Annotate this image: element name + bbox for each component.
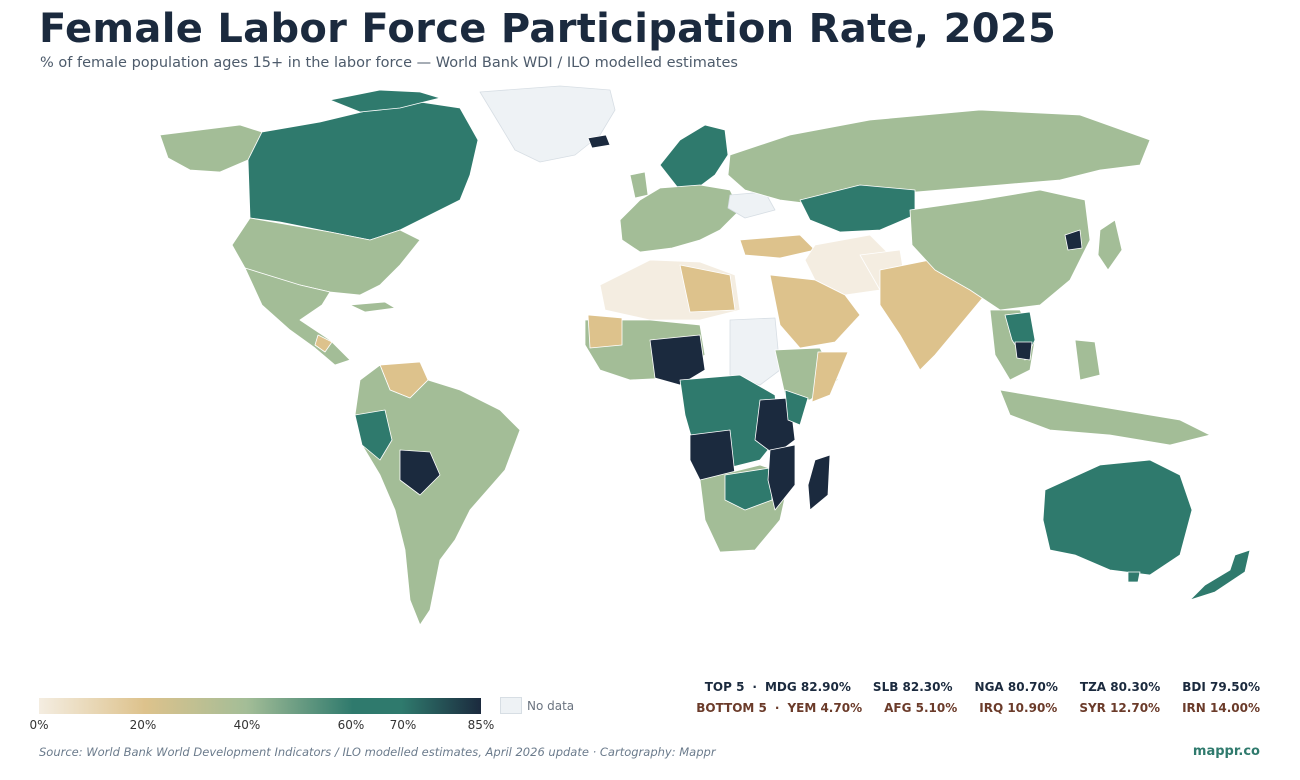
region-iceland: [587, 134, 611, 149]
region-uk: [629, 171, 649, 199]
top-5-ranking: TOP 5 · MDG 82.90% SLB 82.30% NGA 80.70% TZA…: [704, 680, 1260, 694]
top-value: 82.30%: [898, 680, 953, 694]
region-cambodia: [1014, 341, 1033, 361]
top-value: 80.70%: [1003, 680, 1058, 694]
region-alaska: [159, 124, 263, 173]
top-5-label: TOP 5: [704, 680, 745, 694]
top-entry: TZA 80.30%: [1080, 680, 1160, 694]
top-entry: MDG 82.90%: [765, 680, 851, 694]
bottom-country-code: IRN: [1182, 701, 1206, 715]
top-value: 80.30%: [1106, 680, 1161, 694]
region-new-zealand: [1189, 549, 1251, 601]
region-turkey: [739, 234, 816, 259]
region-mauritania-low: [587, 314, 623, 349]
bottom-value: 4.70%: [816, 701, 863, 715]
top-country-code: TZA: [1079, 680, 1107, 694]
no-data-swatch: [500, 697, 522, 714]
region-greenland: [479, 85, 616, 163]
no-data-label: No data: [527, 699, 575, 713]
brand-link[interactable]: mappr.co: [1192, 744, 1260, 759]
region-russia: [727, 109, 1151, 206]
top-entry: NGA 80.70%: [975, 680, 1058, 694]
bottom-value: 10.90%: [1003, 701, 1058, 715]
top-country-code: BDI: [1182, 680, 1206, 694]
region-sudan-nodata: [729, 317, 781, 386]
region-nigeria: [649, 334, 706, 386]
legend-tick-label: 85%: [467, 718, 495, 732]
region-japan: [1097, 219, 1123, 271]
legend-tick-label: 0%: [29, 718, 49, 732]
bottom-value: 12.70%: [1105, 701, 1161, 715]
region-mozambique: [767, 444, 796, 511]
region-peru: [354, 409, 393, 461]
region-north-korea: [1064, 229, 1083, 251]
bottom-country-code: YEM: [787, 701, 817, 715]
region-kazakhstan: [799, 184, 916, 233]
bottom-value: 5.10%: [911, 701, 958, 715]
region-europe: [619, 184, 741, 253]
region-south-america: [354, 364, 521, 626]
bottom-entry: AFG 5.10%: [884, 701, 957, 715]
region-canada: [247, 101, 479, 241]
bottom-value: 14.00%: [1205, 701, 1260, 715]
bottom-5-ranking: BOTTOM 5 · YEM 4.70% AFG 5.10% IRQ 10.90% SY…: [696, 701, 1260, 715]
bottom-5-label: BOTTOM 5: [696, 701, 767, 715]
map-title: Female Labor Force Participation Rate, 2…: [39, 6, 1057, 52]
region-kenya: [784, 389, 809, 426]
top-country-code: NGA: [974, 680, 1004, 694]
region-bolivia: [399, 449, 441, 496]
bottom-entry: IRN 14.00%: [1182, 701, 1260, 715]
top-value: 79.50%: [1205, 680, 1260, 694]
region-libya-egypt: [679, 264, 736, 313]
top-value: 82.90%: [796, 680, 851, 694]
bottom-entry: YEM 4.70%: [787, 701, 862, 715]
top-country-code: SLB: [872, 680, 899, 694]
region-iran-iraq: [804, 234, 891, 296]
region-philippines: [1074, 339, 1101, 381]
region-australia: [1042, 459, 1193, 576]
map-subtitle: % of female population ages 15+ in the l…: [40, 55, 738, 71]
top-entry: BDI 79.50%: [1182, 680, 1260, 694]
top-entry: SLB 82.30%: [873, 680, 953, 694]
region-zambia-zim: [724, 467, 773, 511]
region-scandinavia: [659, 124, 729, 191]
region-arabia: [769, 274, 861, 349]
region-caribbean: [349, 301, 396, 313]
legend-tick-label: 60%: [337, 718, 365, 732]
bottom-country-code: IRQ: [979, 701, 1004, 715]
top-country-code: MDG: [764, 680, 797, 694]
legend-tick-label: 40%: [233, 718, 261, 732]
legend-tick-label: 70%: [389, 718, 417, 732]
bottom-country-code: AFG: [884, 701, 912, 715]
region-arctic-islands: [329, 89, 441, 113]
region-angola: [689, 429, 736, 481]
region-somalia: [811, 351, 849, 403]
legend-tick-label: 20%: [129, 718, 157, 732]
bottom-country-code: SYR: [1079, 701, 1106, 715]
bottom-entry: IRQ 10.90%: [979, 701, 1057, 715]
region-china: [909, 189, 1091, 311]
region-indonesia: [999, 389, 1211, 446]
world-map: [159, 85, 1251, 626]
region-tasmania: [1127, 571, 1141, 583]
region-central-america-low: [314, 334, 333, 353]
bottom-entry: SYR 12.70%: [1079, 701, 1160, 715]
source-note: Source: World Bank World Development Ind…: [39, 745, 716, 759]
legend-color-bar: [39, 698, 481, 714]
region-madagascar: [807, 454, 831, 511]
